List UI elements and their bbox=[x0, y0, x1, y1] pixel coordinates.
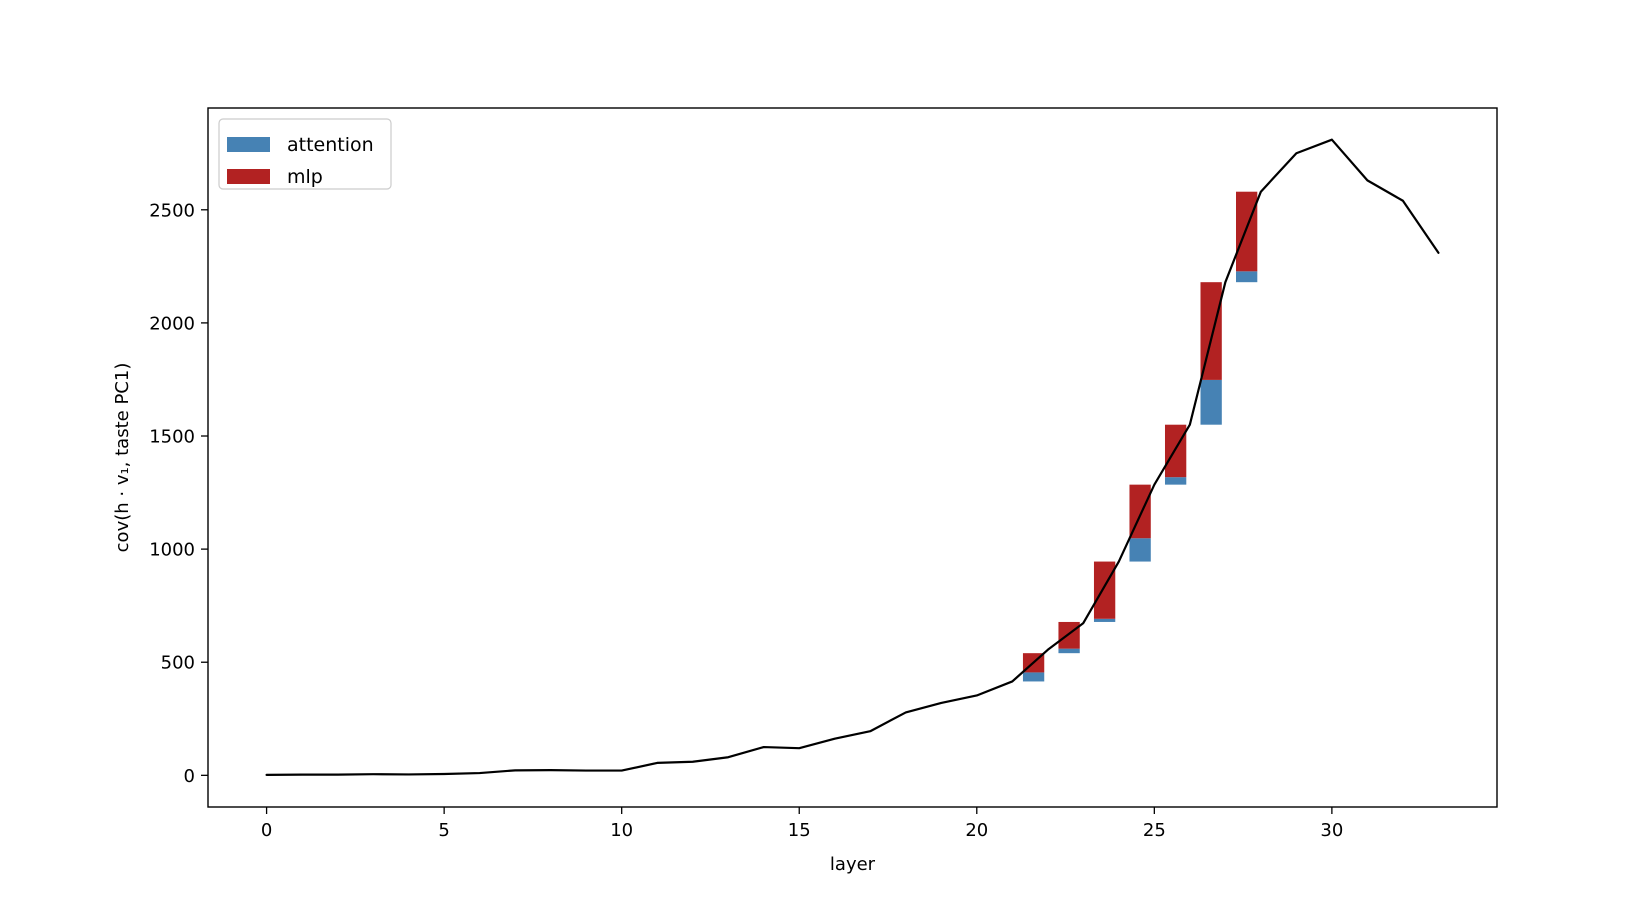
y-tick-label: 1000 bbox=[149, 540, 195, 561]
x-tick-label: 30 bbox=[1320, 820, 1343, 841]
mlp-bar bbox=[1093, 561, 1116, 619]
x-tick-label: 25 bbox=[1143, 820, 1166, 841]
legend-swatch bbox=[227, 169, 270, 184]
y-tick-label: 500 bbox=[161, 653, 195, 674]
legend: attention mlp bbox=[218, 118, 392, 190]
mlp-bar bbox=[1236, 191, 1258, 272]
x-tick-label: 5 bbox=[438, 820, 449, 841]
line-layer bbox=[265, 138, 1440, 776]
legend-swatch bbox=[227, 137, 270, 152]
x-axis-title: layer bbox=[830, 854, 876, 875]
axes-layer: 0 5 10 15 20 25 30 0 500 1000 1500 2000 2500 layer cov… bbox=[112, 107, 1498, 875]
y-tick-label: 2000 bbox=[149, 313, 195, 334]
attention-bar bbox=[1022, 672, 1045, 682]
x-tick-label: 20 bbox=[965, 820, 988, 841]
x-tick-label: 10 bbox=[610, 820, 633, 841]
legend-label: attention bbox=[287, 134, 374, 156]
mlp-bar bbox=[1164, 424, 1187, 478]
attention-bar bbox=[1129, 538, 1151, 562]
attention-bar bbox=[1236, 271, 1258, 283]
mlp-bar bbox=[1058, 621, 1080, 649]
y-tick-label: 1500 bbox=[149, 427, 195, 448]
y-tick-label: 0 bbox=[184, 766, 195, 787]
x-tick-label: 15 bbox=[788, 820, 811, 841]
plot-frame bbox=[207, 107, 1498, 808]
x-tick-label: 0 bbox=[261, 820, 272, 841]
y-axis-title: cov(h · v₁, taste PC1) bbox=[112, 363, 133, 553]
attention-bar bbox=[1164, 477, 1187, 485]
attention-bar bbox=[1093, 618, 1116, 622]
attention-bar bbox=[1200, 379, 1222, 425]
attention-bar bbox=[1058, 648, 1080, 654]
mlp-bar bbox=[1200, 282, 1222, 380]
y-tick-label: 2500 bbox=[149, 200, 195, 221]
covariance-line bbox=[265, 138, 1440, 776]
legend-label: mlp bbox=[287, 166, 323, 188]
